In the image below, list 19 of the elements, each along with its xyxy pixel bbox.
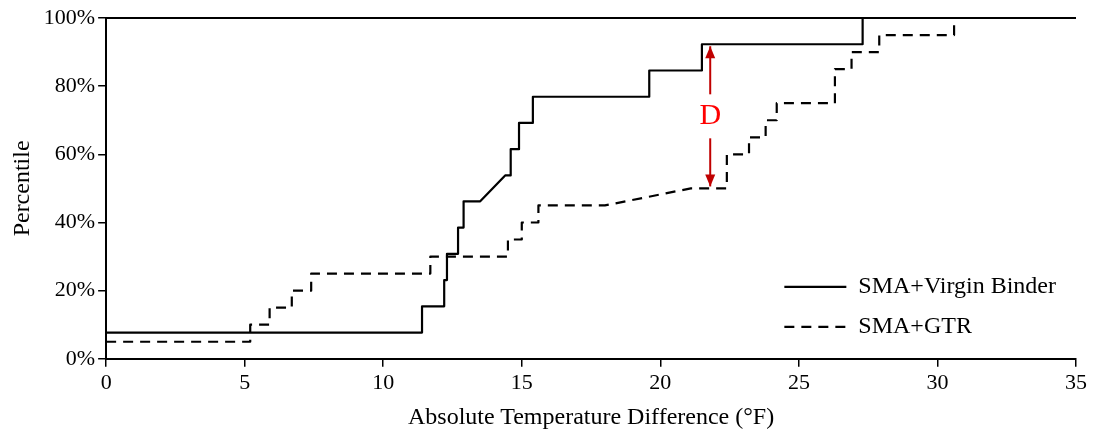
y-axis-title: Percentile — [7, 140, 34, 237]
annotation: D — [699, 97, 722, 131]
y-tick-label: 100% — [43, 3, 96, 29]
x-axis-title: Absolute Temperature Difference (°F) — [407, 402, 775, 429]
legend-label: SMA+Virgin Binder — [858, 272, 1057, 299]
y-tick-label: 80% — [54, 71, 96, 97]
y-tick-label: 20% — [54, 276, 96, 302]
x-tick-label: 35 — [1065, 368, 1087, 394]
x-tick-label: 0 — [100, 368, 112, 394]
x-tick-label: 5 — [239, 368, 251, 394]
x-tick-label: 15 — [510, 368, 533, 394]
x-tick-label: 25 — [787, 368, 810, 394]
x-tick-label: 30 — [926, 368, 949, 394]
x-tick-label: 20 — [649, 368, 672, 394]
legend-label: SMA+GTR — [858, 312, 972, 339]
y-tick-label: 60% — [54, 140, 96, 166]
y-tick-label: 40% — [54, 208, 96, 234]
y-tick-label: 0% — [65, 344, 96, 370]
x-tick-label: 10 — [372, 368, 395, 394]
